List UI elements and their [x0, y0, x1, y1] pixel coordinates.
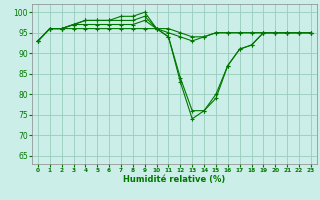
- X-axis label: Humidité relative (%): Humidité relative (%): [123, 175, 226, 184]
